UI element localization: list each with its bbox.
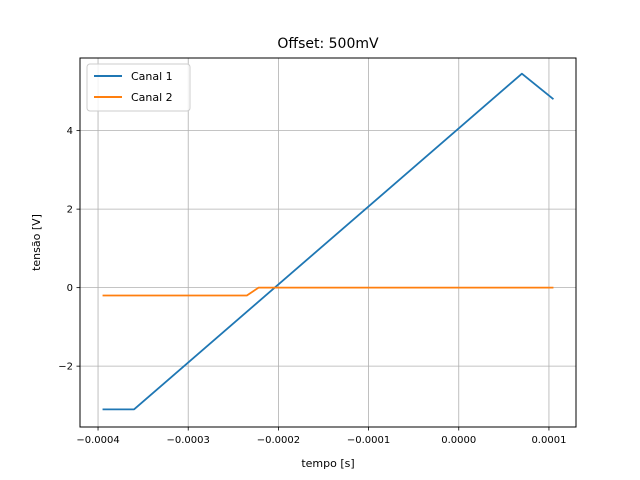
plot-frame <box>79 57 577 428</box>
chart-title: Offset: 500mV <box>277 36 379 52</box>
series-line-canal-1 <box>102 72 555 411</box>
x-tick-label: −0.0004 <box>76 435 119 446</box>
y-tick-label: 2 <box>67 205 73 216</box>
series-line-canal-2 <box>102 286 554 297</box>
x-tick-label: −0.0002 <box>257 435 300 446</box>
series-layer <box>102 72 555 411</box>
y-tick-label: 4 <box>67 126 73 137</box>
x-tick-label: 0.0000 <box>441 435 476 446</box>
y-axis-label: tensão [V] <box>30 214 43 271</box>
legend: Canal 1 Canal 2 <box>86 63 191 112</box>
x-tick-label: −0.0003 <box>167 435 210 446</box>
ticks: −0.0004 −0.0003 −0.0002 −0.0001 0.0000 0.0001… <box>58 126 566 446</box>
x-tick-label: −0.0001 <box>347 435 390 446</box>
y-tick-label: 0 <box>67 283 73 294</box>
legend-label-canal-1: Canal 1 <box>131 70 173 83</box>
legend-label-canal-2: Canal 2 <box>131 91 173 104</box>
grid <box>80 58 576 427</box>
y-tick-label: −2 <box>58 362 73 373</box>
x-tick-label: 0.0001 <box>531 435 566 446</box>
x-axis-label: tempo [s] <box>301 457 354 470</box>
